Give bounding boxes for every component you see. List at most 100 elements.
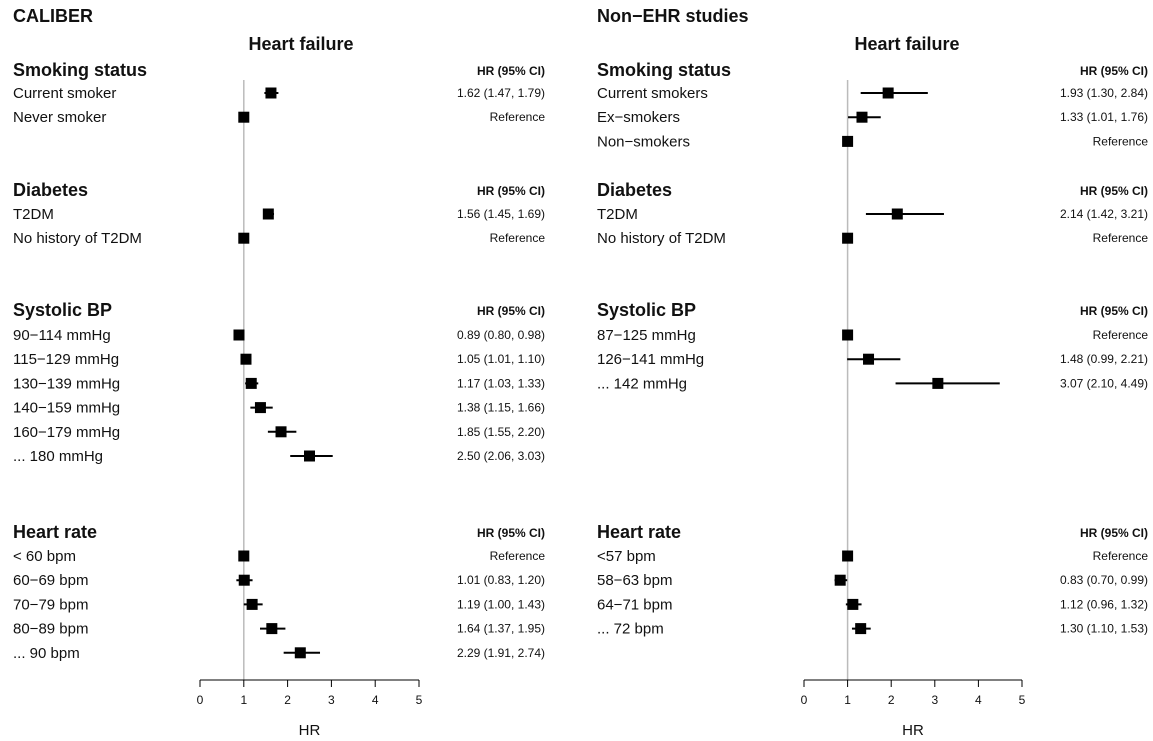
row-label: ... 90 bpm (13, 645, 80, 662)
x-axis-title: HR (902, 722, 924, 739)
row-label: 58−63 bpm (597, 572, 672, 589)
hr-ci-text: 1.64 (1.37, 1.95) (457, 622, 545, 636)
hr-column-header: HR (95% CI) (477, 184, 545, 198)
hr-point-marker (238, 550, 250, 562)
hr-column-header: HR (95% CI) (1080, 184, 1148, 198)
row-label: <57 bpm (597, 548, 656, 565)
row-label: 60−69 bpm (13, 572, 88, 589)
hr-column-header: HR (95% CI) (477, 304, 545, 318)
hr-point-marker (238, 232, 250, 244)
row-label: No history of T2DM (13, 230, 142, 247)
x-tick-label: 4 (372, 693, 379, 707)
hr-ci-text: Reference (490, 231, 546, 245)
row-label: < 60 bpm (13, 548, 76, 565)
panel-title: CALIBER (13, 6, 93, 26)
row-label: ... 72 bpm (597, 621, 664, 638)
row-label: T2DM (13, 206, 54, 223)
x-tick-label: 3 (931, 693, 938, 707)
hr-ci-text: Reference (490, 549, 546, 563)
x-tick-label: 2 (888, 693, 895, 707)
hr-point-marker (275, 426, 287, 438)
x-tick-label: 5 (1019, 693, 1026, 707)
row-label: Current smoker (13, 85, 116, 102)
hr-column-header: HR (95% CI) (477, 526, 545, 540)
row-label: 90−114 mmHg (13, 327, 111, 344)
hr-ci-text: 2.29 (1.91, 2.74) (457, 646, 545, 660)
panel-subtitle: Heart failure (248, 34, 353, 54)
hr-column-header: HR (95% CI) (477, 64, 545, 78)
hr-point-marker (842, 329, 854, 341)
hr-ci-text: 1.48 (0.99, 2.21) (1060, 352, 1148, 366)
hr-point-marker (265, 87, 277, 99)
hr-point-marker (856, 111, 868, 123)
hr-ci-text: 1.12 (0.96, 1.32) (1060, 597, 1148, 611)
row-label: ... 142 mmHg (597, 375, 687, 392)
row-label: T2DM (597, 206, 638, 223)
hr-point-marker (842, 232, 854, 244)
x-axis-title: HR (299, 722, 321, 739)
hr-point-marker (855, 623, 867, 635)
hr-ci-text: 1.93 (1.30, 2.84) (1060, 86, 1148, 100)
hr-point-marker (834, 574, 846, 586)
hr-point-marker (932, 377, 944, 389)
section-title: Smoking status (13, 60, 147, 80)
row-label: Current smokers (597, 85, 708, 102)
row-label: No history of T2DM (597, 230, 726, 247)
x-tick-label: 5 (416, 693, 423, 707)
hr-ci-text: 1.56 (1.45, 1.69) (457, 207, 545, 221)
hr-ci-text: 1.85 (1.55, 2.20) (457, 425, 545, 439)
row-label: 64−71 bpm (597, 596, 672, 613)
hr-point-marker (266, 623, 278, 635)
panel-title: Non−EHR studies (597, 6, 749, 26)
x-tick-label: 1 (844, 693, 851, 707)
hr-point-marker (246, 598, 258, 610)
hr-point-marker (238, 574, 250, 586)
hr-ci-text: 2.50 (2.06, 3.03) (457, 449, 545, 463)
section-title: Diabetes (597, 180, 672, 200)
x-tick-label: 0 (801, 693, 808, 707)
x-tick-label: 1 (240, 693, 247, 707)
hr-point-marker (882, 87, 894, 99)
hr-column-header: HR (95% CI) (1080, 64, 1148, 78)
hr-point-marker (842, 135, 854, 147)
row-label: 126−141 mmHg (597, 351, 704, 368)
row-label: 80−89 bpm (13, 621, 88, 638)
hr-point-marker (245, 377, 257, 389)
hr-point-marker (891, 208, 903, 220)
hr-ci-text: 0.83 (0.70, 0.99) (1060, 573, 1148, 587)
hr-ci-text: 1.62 (1.47, 1.79) (457, 86, 545, 100)
x-tick-label: 4 (975, 693, 982, 707)
row-label: 115−129 mmHg (13, 351, 119, 368)
hr-point-marker (238, 111, 250, 123)
hr-ci-text: 1.30 (1.10, 1.53) (1060, 622, 1148, 636)
hr-point-marker (304, 450, 315, 462)
hr-point-marker (233, 329, 245, 341)
hr-point-marker (863, 353, 875, 365)
hr-column-header: HR (95% CI) (1080, 526, 1148, 540)
hr-ci-text: 1.33 (1.01, 1.76) (1060, 110, 1148, 124)
hr-ci-text: 1.05 (1.01, 1.10) (457, 352, 545, 366)
hr-column-header: HR (95% CI) (1080, 304, 1148, 318)
row-label: Ex−smokers (597, 109, 680, 126)
row-label: Never smoker (13, 109, 106, 126)
hr-ci-text: Reference (1093, 549, 1149, 563)
hr-ci-text: 2.14 (1.42, 3.21) (1060, 207, 1148, 221)
x-tick-label: 0 (197, 693, 204, 707)
section-title: Diabetes (13, 180, 88, 200)
hr-ci-text: 0.89 (0.80, 0.98) (457, 328, 545, 342)
panel-subtitle: Heart failure (854, 34, 959, 54)
row-label: Non−smokers (597, 133, 690, 150)
section-title: Systolic BP (597, 300, 696, 320)
row-label: 87−125 mmHg (597, 327, 696, 344)
hr-ci-text: Reference (1093, 328, 1149, 342)
hr-point-marker (240, 353, 252, 365)
hr-ci-text: 3.07 (2.10, 4.49) (1060, 376, 1148, 390)
hr-point-marker (262, 208, 274, 220)
section-title: Heart rate (597, 522, 681, 542)
hr-point-marker (847, 598, 859, 610)
x-tick-label: 2 (284, 693, 291, 707)
hr-ci-text: 1.38 (1.15, 1.66) (457, 401, 545, 415)
row-label: 160−179 mmHg (13, 424, 120, 441)
hr-ci-text: Reference (1093, 231, 1149, 245)
